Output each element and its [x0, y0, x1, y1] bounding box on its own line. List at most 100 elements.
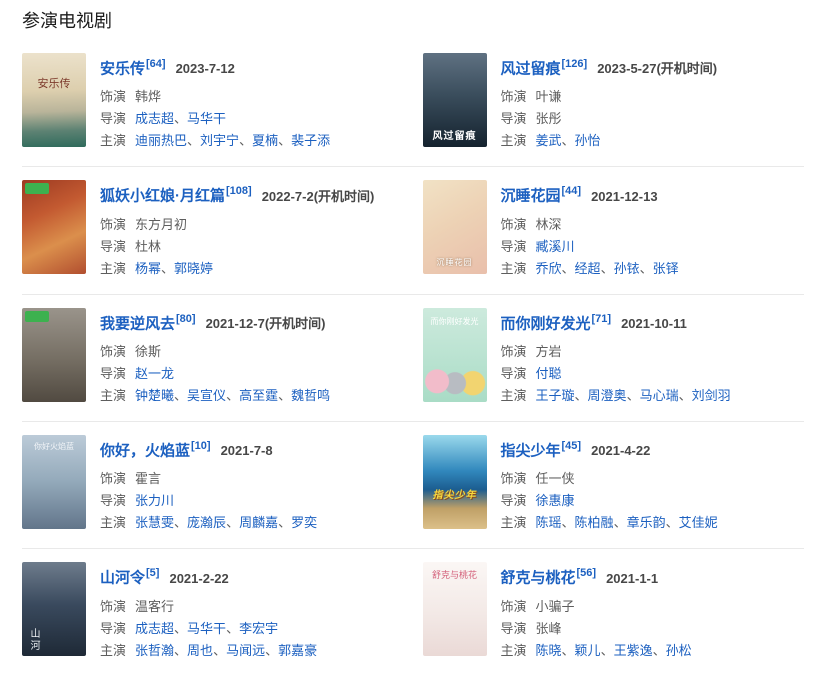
- stars-label: 主演: [500, 642, 527, 658]
- person-link[interactable]: 郭嘉豪: [278, 642, 318, 658]
- stars-label: 主演: [100, 515, 127, 531]
- person-link[interactable]: 徐惠康: [535, 493, 575, 509]
- person-link[interactable]: 乔欣: [535, 260, 562, 276]
- citation-ref[interactable]: [64]: [146, 58, 166, 70]
- citation-ref[interactable]: [126]: [561, 58, 588, 70]
- person-link[interactable]: 颖儿: [574, 642, 601, 658]
- drama-title-link[interactable]: 指尖少年: [500, 442, 561, 460]
- poster-image[interactable]: 山河: [22, 562, 86, 657]
- person-link[interactable]: 经超: [574, 260, 601, 276]
- person-link[interactable]: 马心瑞: [639, 387, 679, 403]
- person-link[interactable]: 刘宇宁: [200, 133, 240, 149]
- star-names: 陈瑶、陈柏融、章乐韵、艾佳妮: [536, 515, 718, 530]
- poster-image[interactable]: 沉睡花园: [422, 180, 487, 275]
- drama-title-link[interactable]: 安乐传: [100, 60, 146, 78]
- poster-image[interactable]: 舒克与桃花: [422, 562, 487, 657]
- person-link[interactable]: 王紫逸: [613, 642, 653, 658]
- drama-info: 风过留痕[126] 2023-5-27(开机时间) 饰演 叶谦 导演 张彤 主演 姜武、…: [501, 53, 805, 154]
- person-link[interactable]: 周澄奥: [587, 387, 627, 403]
- person-link[interactable]: 孙松: [665, 642, 692, 658]
- person-name: 张峰: [535, 620, 562, 636]
- citation-ref[interactable]: [56]: [576, 567, 597, 580]
- citation-ref[interactable]: [45]: [561, 439, 582, 452]
- person-link[interactable]: 罗奕: [291, 515, 318, 531]
- poster-title-text: 风过留痕: [432, 131, 477, 142]
- person-link[interactable]: 成志超: [135, 620, 175, 636]
- person-link[interactable]: 庞瀚辰: [187, 515, 227, 531]
- poster-image[interactable]: 而你刚好发光: [422, 307, 487, 402]
- drama-title-link[interactable]: 我要逆风去: [100, 314, 176, 332]
- director-label: 导演: [500, 238, 527, 254]
- director-row: 导演 张力川: [100, 492, 404, 509]
- person-link[interactable]: 迪丽热巴: [135, 133, 188, 149]
- person-link[interactable]: 艾佳妮: [678, 515, 718, 531]
- poster-image[interactable]: [22, 307, 86, 402]
- drama-info: 沉睡花园[44] 2021-12-13 饰演 林深 导演 臧溪川 主演 乔欣、经超、孙铱…: [501, 180, 805, 281]
- person-link[interactable]: 成志超: [135, 111, 175, 127]
- person-link[interactable]: 郭晓婷: [174, 260, 214, 276]
- name-separator: 、: [561, 642, 575, 658]
- star-names: 张慧雯、庞瀚辰、周麟嘉、罗奕: [135, 515, 317, 530]
- person-link[interactable]: 陈柏融: [574, 515, 614, 531]
- person-link[interactable]: 周麟嘉: [239, 515, 279, 531]
- cast-row: 饰演 徐斯: [100, 343, 404, 360]
- citation-ref[interactable]: [5]: [146, 567, 160, 580]
- drama-info: 你好，火焰蓝[10] 2021-7-8 饰演 霍言 导演 张力川 主演 张慧雯、庞瀚辰、…: [100, 435, 404, 536]
- person-link[interactable]: 张铎: [652, 260, 679, 276]
- person-link[interactable]: 孙怡: [574, 133, 601, 149]
- person-link[interactable]: 陈晓: [535, 642, 562, 658]
- role-label: 饰演: [100, 598, 127, 614]
- poster-image[interactable]: 安乐传: [22, 53, 86, 147]
- person-link[interactable]: 杨幂: [135, 260, 162, 276]
- poster-image[interactable]: [22, 180, 86, 275]
- person-link[interactable]: 孙铱: [613, 260, 640, 276]
- person-link[interactable]: 张哲瀚: [135, 642, 175, 658]
- title-line: 狐妖小红娘·月红篇[108] 2022-7-2(开机时间): [100, 181, 404, 206]
- person-link[interactable]: 张慧雯: [135, 515, 175, 531]
- drama-title-link[interactable]: 山河令: [100, 569, 146, 587]
- drama-title-link[interactable]: 沉睡花园: [500, 187, 561, 205]
- citation-ref[interactable]: [10]: [191, 439, 211, 452]
- drama-title-link[interactable]: 狐妖小红娘·月红篇: [100, 187, 225, 205]
- person-link[interactable]: 姜武: [535, 133, 562, 149]
- drama-title-link[interactable]: 而你刚好发光: [500, 314, 591, 332]
- person-link[interactable]: 夏楠: [252, 133, 279, 149]
- drama-title-link[interactable]: 你好，火焰蓝: [100, 442, 191, 460]
- person-link[interactable]: 刘剑羽: [691, 387, 731, 403]
- person-link[interactable]: 钟楚曦: [135, 387, 175, 403]
- person-link[interactable]: 章乐韵: [626, 515, 666, 531]
- person-link[interactable]: 赵一龙: [135, 365, 175, 381]
- director-row: 导演 张彤: [501, 110, 805, 127]
- director-label: 导演: [100, 111, 127, 127]
- drama-title-link[interactable]: 舒克与桃花: [500, 569, 576, 587]
- release-date: 2021-12-7(开机时间): [205, 315, 326, 331]
- person-link[interactable]: 吴宣仪: [187, 387, 227, 403]
- person-link[interactable]: 马华干: [187, 111, 227, 127]
- director-names: 徐惠康: [536, 493, 575, 508]
- person-link[interactable]: 陈瑶: [535, 515, 562, 531]
- poster-image[interactable]: 风过留痕: [422, 53, 487, 147]
- director-names: 张峰: [536, 621, 562, 636]
- role-label: 饰演: [500, 216, 527, 232]
- title-line: 安乐传[64] 2023-7-12: [100, 54, 404, 79]
- person-link[interactable]: 魏哲鸣: [291, 387, 331, 403]
- person-link[interactable]: 臧溪川: [535, 238, 575, 254]
- drama-title-link[interactable]: 风过留痕: [500, 60, 561, 78]
- person-link[interactable]: 高至霆: [239, 387, 279, 403]
- poster-image[interactable]: 指尖少年: [422, 434, 487, 529]
- title-line: 指尖少年[45] 2021-4-22: [501, 436, 805, 461]
- citation-ref[interactable]: [44]: [561, 185, 582, 198]
- citation-ref[interactable]: [80]: [176, 312, 196, 325]
- person-link[interactable]: 裴子添: [291, 133, 331, 149]
- citation-ref[interactable]: [108]: [226, 185, 252, 198]
- citation-ref[interactable]: [71]: [591, 312, 612, 325]
- person-link[interactable]: 周也: [187, 642, 214, 658]
- person-link[interactable]: 马闻远: [226, 642, 266, 658]
- person-link[interactable]: 马华干: [187, 620, 227, 636]
- stars-row: 主演 张哲瀚、周也、马闻远、郭嘉豪: [100, 642, 404, 659]
- poster-image[interactable]: 你好火焰蓝: [22, 434, 86, 529]
- person-link[interactable]: 付聪: [535, 365, 562, 381]
- person-link[interactable]: 张力川: [135, 493, 175, 509]
- person-link[interactable]: 李宏宇: [239, 620, 279, 636]
- person-link[interactable]: 王子璇: [535, 387, 575, 403]
